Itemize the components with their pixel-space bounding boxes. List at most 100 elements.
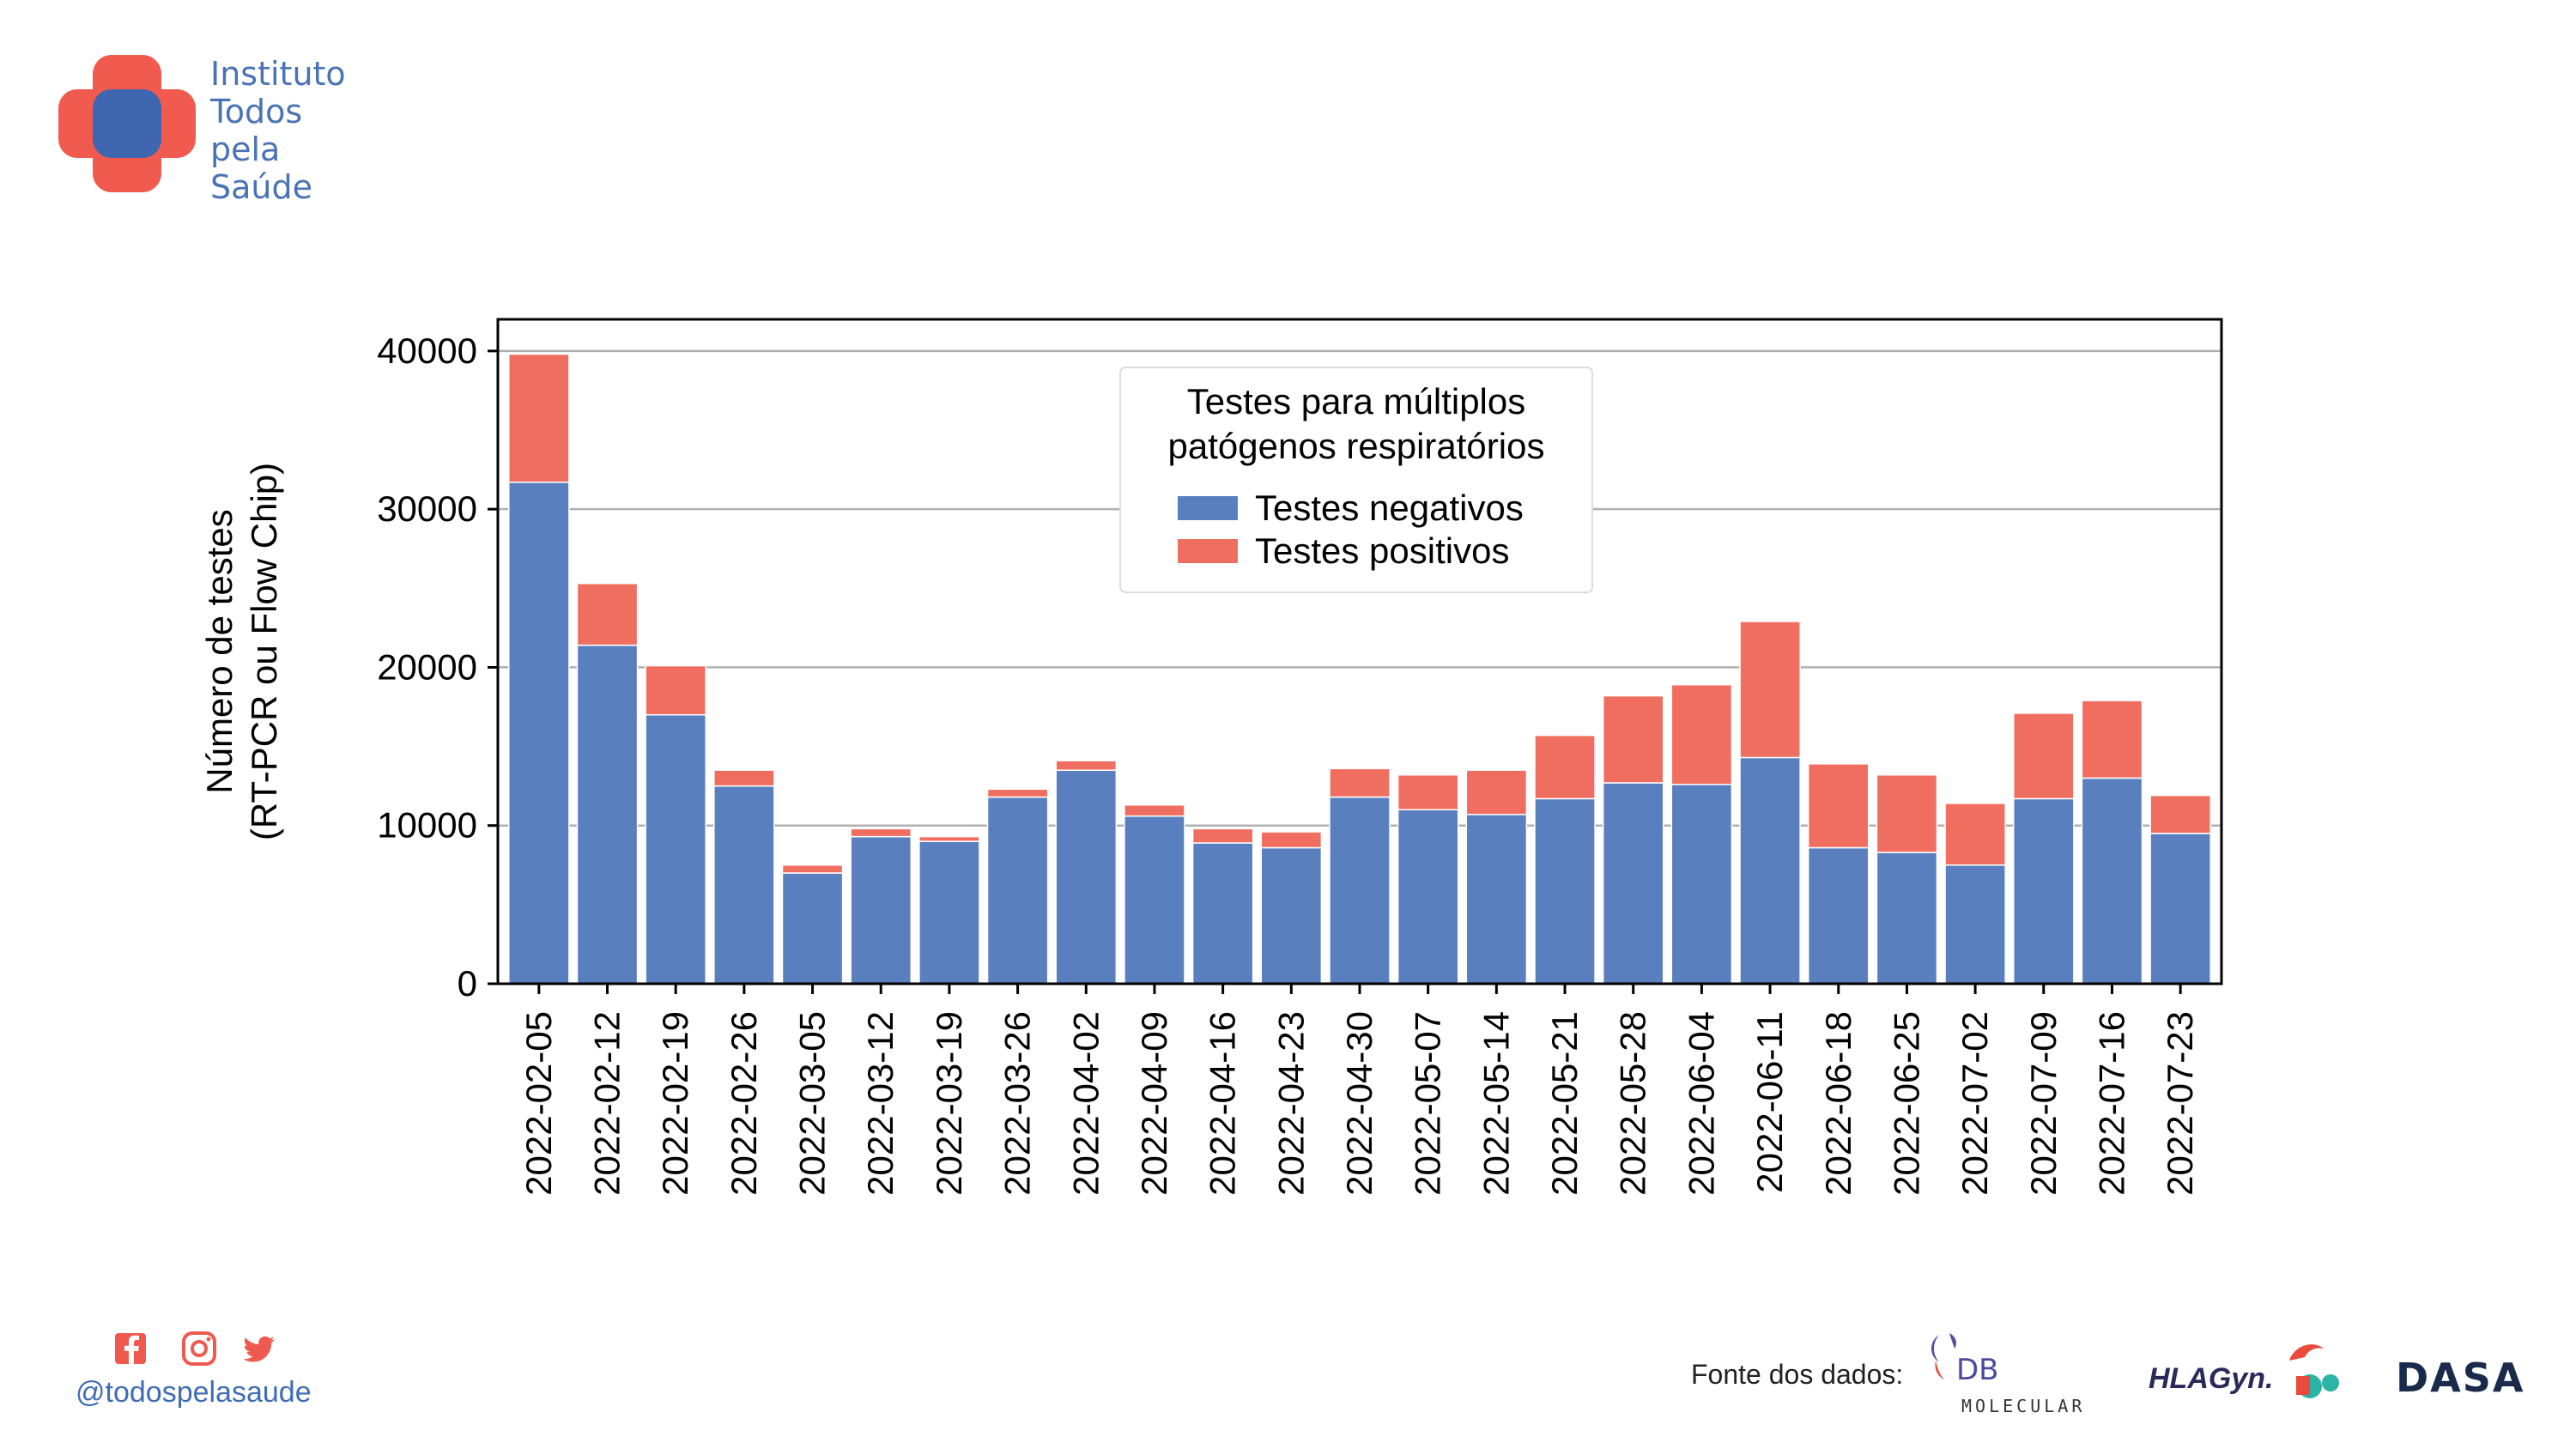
institute-name-line: Saúde [210, 168, 312, 206]
y-tick-label: 40000 [377, 330, 477, 371]
bar-negativos [2081, 777, 2143, 985]
x-tick-label: 2022-03-26 [997, 1011, 1038, 1196]
bar-positivos [986, 788, 1049, 798]
x-tick-label: 2022-07-23 [2160, 1011, 2200, 1196]
legend-swatch-negativos [1178, 496, 1238, 520]
bar-positivos [645, 664, 707, 716]
logo-cross-center [93, 89, 161, 158]
x-tick-label: 2022-05-28 [1613, 1011, 1653, 1196]
x-tick-label: 2022-06-18 [1818, 1011, 1858, 1196]
x-tick-label: 2022-04-16 [1203, 1011, 1243, 1196]
dasa-wordmark: DASA [2396, 1355, 2525, 1401]
x-tick-label: 2022-04-02 [1065, 1011, 1106, 1196]
bar-negativos [1260, 846, 1323, 985]
x-tick-label: 2022-02-12 [587, 1011, 627, 1196]
legend-title-line-1: Testes para múltiplos [1187, 381, 1526, 421]
bar-positivos [1397, 773, 1459, 811]
x-tick-label: 2022-04-30 [1339, 1011, 1379, 1196]
x-tick-label: 2022-07-02 [1955, 1011, 1995, 1196]
bar-negativos [1329, 796, 1391, 985]
bar-negativos [1876, 852, 1938, 985]
twitter-icon[interactable] [243, 1336, 275, 1362]
x-tick-label: 2022-03-05 [792, 1011, 833, 1196]
bar-negativos [576, 644, 639, 985]
institute-logo [58, 55, 196, 192]
x-tick-label: 2022-04-09 [1134, 1011, 1174, 1196]
bar-positivos [2081, 700, 2143, 779]
bar-negativos [1124, 815, 1185, 985]
bar-positivos [2149, 794, 2211, 834]
x-tick-label: 2022-02-19 [655, 1011, 695, 1196]
bar-negativos [1055, 769, 1118, 985]
dasa-logo: DASA [2396, 1355, 2525, 1401]
bar-negativos [2012, 797, 2075, 985]
institute-name-line: Instituto [210, 55, 346, 93]
bar-negativos [2149, 833, 2211, 985]
x-tick-label: 2022-05-07 [1408, 1011, 1448, 1196]
legend-label-negativos: Testes negativos [1255, 488, 1524, 528]
institute-name: Instituto Todos pela Saúde [210, 55, 346, 206]
bar-positivos [1670, 683, 1733, 785]
x-tick-label: 2022-04-23 [1270, 1011, 1311, 1196]
x-tick-label: 2022-07-16 [2091, 1011, 2131, 1196]
bar-positivos [1534, 734, 1596, 800]
bar-positivos [1124, 804, 1185, 817]
bar-negativos [850, 835, 912, 985]
legend: Testes para múltiplos patógenos respirat… [1119, 367, 1593, 593]
data-source-label: Fonte dos dados: [1691, 1359, 1904, 1390]
y-tick-label: 10000 [377, 805, 477, 846]
bar-positivos [2012, 712, 2075, 800]
x-tick-label: 2022-03-12 [860, 1011, 900, 1196]
bar-positivos [1329, 767, 1391, 798]
social-handle[interactable]: @todospelasaude [76, 1376, 312, 1409]
bar-positivos [1739, 621, 1801, 759]
x-tick-label: 2022-03-19 [929, 1011, 969, 1196]
x-tick-label: 2022-06-11 [1749, 1011, 1790, 1193]
bar-negativos [1670, 784, 1733, 985]
social-icons [115, 1331, 275, 1366]
db-initials: DB [1956, 1353, 1999, 1387]
bar-negativos [1807, 846, 1870, 985]
y-axis-label-line-1: Número de testes [199, 509, 239, 794]
db-subtitle: MOLECULAR [1961, 1396, 2085, 1416]
x-axis: 2022-02-05 2022-02-12 2022-02-19 2022-02-26… [518, 984, 2200, 1196]
x-tick-label: 2022-06-04 [1681, 1011, 1721, 1196]
bar-positivos [781, 864, 844, 874]
y-tick-label: 20000 [377, 646, 477, 687]
instagram-icon[interactable] [182, 1331, 216, 1366]
hlagyn-logo: HLAGyn. [2149, 1344, 2339, 1398]
bar-positivos [1260, 831, 1323, 849]
y-axis: 0 10000 20000 30000 40000 [377, 330, 498, 1003]
bar-positivos [1876, 773, 1938, 853]
db-molecular-logo: DB MOLECULAR [1931, 1333, 2085, 1416]
legend-box [1119, 367, 1593, 593]
bar-positivos [918, 835, 980, 842]
bar-positivos [1807, 763, 1870, 849]
legend-swatch-positivos [1178, 539, 1238, 563]
bar-negativos [918, 840, 980, 985]
x-tick-label: 2022-05-21 [1544, 1011, 1585, 1196]
bar-negativos [645, 713, 707, 985]
legend-title-line-2: patógenos respiratórios [1168, 426, 1545, 466]
partner-logos: DB MOLECULAR HLAGyn. DASA [1931, 1333, 2525, 1416]
bar-positivos [508, 353, 570, 483]
facebook-icon[interactable] [115, 1333, 146, 1364]
bar-positivos [1465, 769, 1528, 815]
x-tick-label: 2022-02-05 [518, 1011, 559, 1196]
y-tick-label: 30000 [377, 488, 477, 529]
bar-negativos [713, 785, 775, 985]
bar-negativos [1602, 782, 1664, 985]
y-axis-label-line-2: (RT-PCR ou Flow Chip) [244, 463, 284, 840]
bar-negativos [781, 872, 844, 985]
bar-negativos [1534, 797, 1596, 985]
y-tick-label: 0 [458, 963, 477, 1003]
x-tick-label: 2022-05-14 [1476, 1011, 1516, 1196]
legend-label-positivos: Testes positivos [1255, 530, 1509, 571]
bar-positivos [1055, 760, 1118, 771]
x-tick-label: 2022-06-25 [1886, 1011, 1926, 1196]
bar-negativos [508, 482, 570, 985]
institute-name-line: Todos [210, 93, 303, 130]
bar-positivos [576, 583, 639, 646]
institute-name-line: pela [210, 130, 281, 168]
bar-negativos [1191, 842, 1254, 985]
